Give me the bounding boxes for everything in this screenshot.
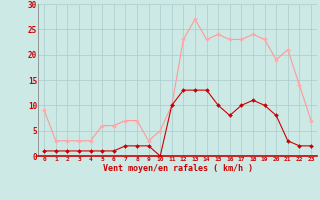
X-axis label: Vent moyen/en rafales ( km/h ): Vent moyen/en rafales ( km/h ) xyxy=(103,164,252,173)
